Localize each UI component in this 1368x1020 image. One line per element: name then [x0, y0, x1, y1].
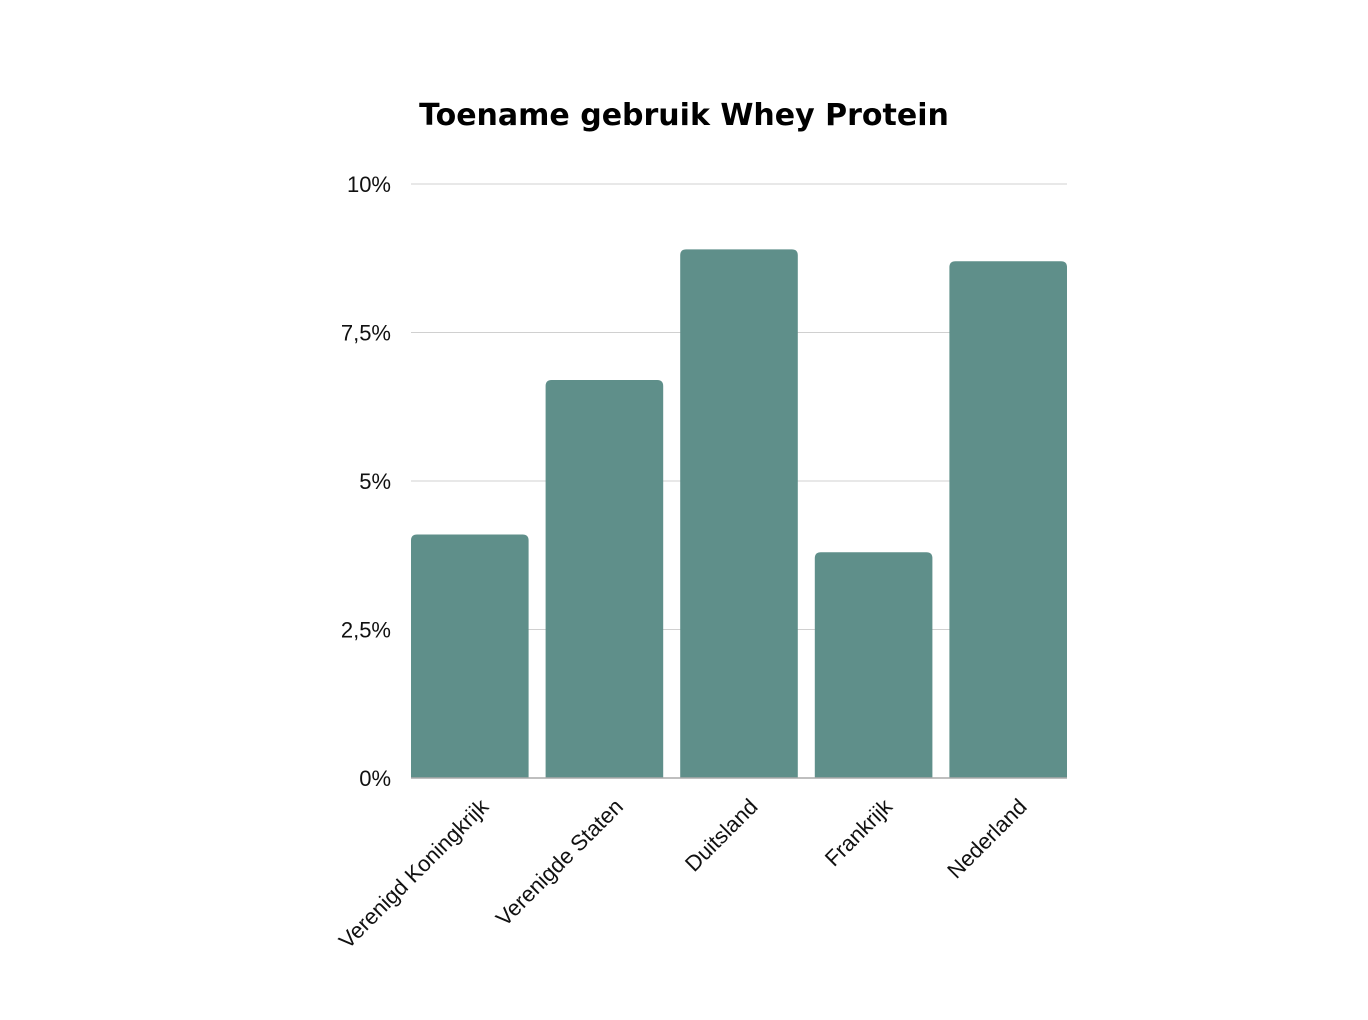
x-category-label: Verenigd Koningkrijk — [334, 793, 494, 953]
bar-duitsland — [680, 249, 798, 779]
x-category-label: Nederland — [942, 794, 1031, 883]
x-category-label: Frankrijk — [820, 793, 898, 871]
y-axis-tick-labels: 0% 2,5% 5% 7,5% 10% — [341, 172, 391, 791]
chart-title: Toename gebruik Whey Protein — [419, 98, 949, 133]
y-tick-label: 0% — [359, 766, 391, 791]
bar-verenigde-staten — [545, 380, 664, 778]
bars — [411, 249, 1067, 779]
y-tick-label: 10% — [347, 172, 391, 197]
bar-verenigd-koningkrijk — [411, 534, 529, 778]
x-category-label: Verenigde Staten — [491, 794, 628, 931]
y-tick-label: 5% — [359, 469, 391, 494]
y-tick-label: 2,5% — [341, 618, 391, 643]
bar-nederland — [949, 261, 1067, 779]
y-tick-label: 7,5% — [341, 321, 391, 346]
x-category-label: Duitsland — [680, 794, 763, 877]
bar-frankrijk — [814, 552, 933, 778]
